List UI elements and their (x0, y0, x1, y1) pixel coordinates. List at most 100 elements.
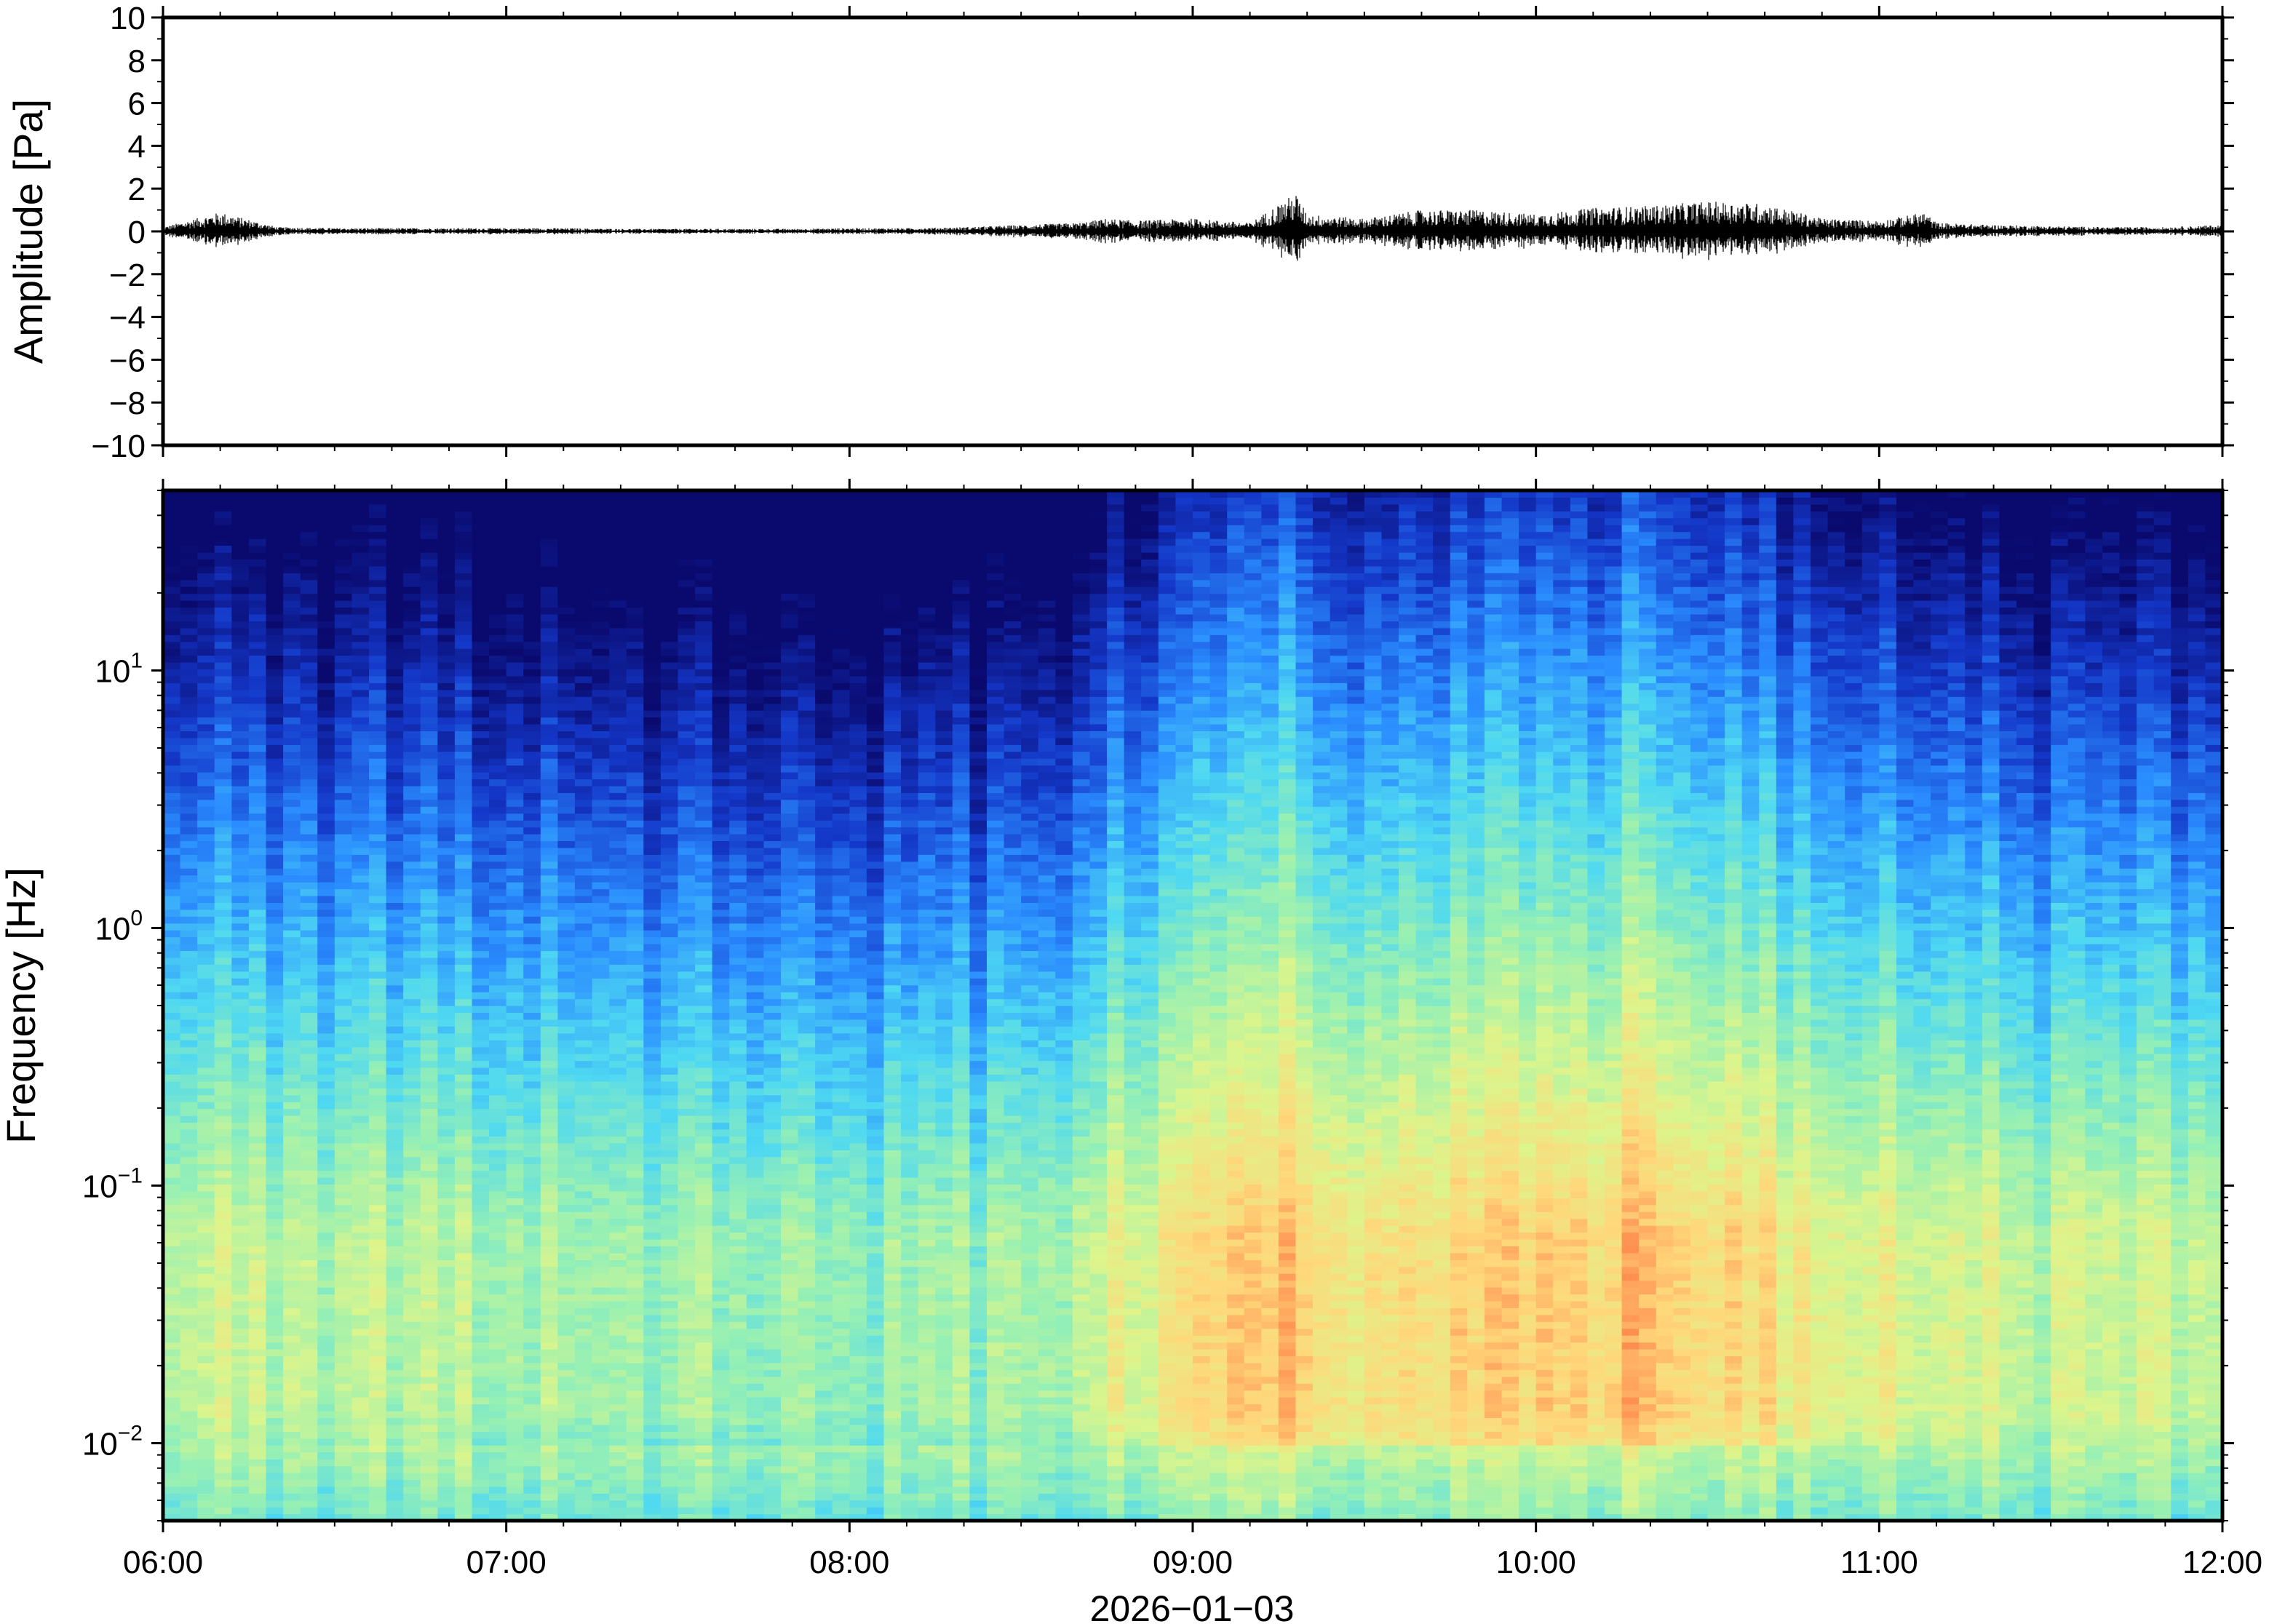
spectrogram-cell (660, 1472, 679, 1480)
spectrogram-cell (575, 1404, 593, 1412)
spectrogram-cell (351, 573, 370, 581)
spectrogram-cell (437, 717, 456, 725)
spectrogram-cell (695, 723, 713, 731)
spectrogram-cell (437, 923, 456, 931)
spectrogram-cell (283, 710, 301, 718)
spectrogram-cell (437, 827, 456, 835)
spectrogram-cell (351, 1170, 370, 1178)
spectrogram-cell (540, 586, 559, 594)
spectrogram-cell (300, 1300, 318, 1308)
spectrogram-cell (557, 1431, 576, 1439)
spectrogram-cell (231, 751, 250, 759)
spectrogram-cell (437, 1026, 456, 1034)
spectrogram-cell (197, 1438, 215, 1446)
spectrogram-cell (420, 586, 438, 594)
spectrogram-cell (643, 593, 661, 601)
spectrogram-cell (489, 847, 507, 855)
spectrogram-cell (420, 1218, 438, 1226)
spectrogram-cell (660, 882, 679, 890)
spectrogram-cell (420, 1438, 438, 1446)
spectrogram-cell (643, 854, 661, 862)
spectrogram-cell (231, 1410, 250, 1418)
spectrogram-cell (197, 799, 215, 807)
spectrogram-cell (454, 1472, 473, 1480)
spectrogram-cell (592, 861, 610, 869)
spectrogram-cell (437, 847, 456, 855)
spectrogram-cell (420, 1493, 438, 1501)
spectrogram-cell (472, 1218, 490, 1226)
spectrogram-cell (557, 1067, 576, 1075)
spectrogram-cell (540, 511, 559, 519)
spectrogram-cell (283, 971, 301, 979)
spectrogram-cell (351, 854, 370, 862)
spectrogram-cell (575, 1163, 593, 1171)
spectrogram-cell (180, 675, 198, 683)
spectrogram-cell (214, 1486, 232, 1494)
spectrogram-cell (437, 1513, 456, 1521)
spectrogram-cell (317, 497, 335, 505)
spectrogram-cell (506, 552, 524, 560)
spectrogram-cell (677, 1088, 696, 1096)
spectrogram-cell (386, 1287, 404, 1295)
spectrogram-cell (523, 1054, 541, 1062)
spectrogram-cell (660, 813, 679, 821)
spectrogram-cell (677, 1080, 696, 1088)
spectrogram-cell (403, 1170, 421, 1178)
spectrogram-cell (454, 847, 473, 855)
spectrogram-cell (557, 1307, 576, 1315)
spectrogram-cell (609, 792, 627, 800)
spectrogram-cell (420, 888, 438, 896)
spectrogram-cell (351, 600, 370, 608)
spectrogram-cell (677, 503, 696, 512)
spectrogram-cell (472, 1246, 490, 1254)
spectrogram-cell (592, 1266, 610, 1274)
spectrogram-cell (334, 1054, 353, 1062)
spectrogram-cell (677, 675, 696, 683)
spectrogram-cell (386, 1122, 404, 1130)
spectrogram-cell (540, 503, 559, 512)
spectrogram-cell (266, 490, 284, 498)
spectrogram-cell (403, 772, 421, 780)
spectrogram-cell (437, 490, 456, 498)
spectrogram-cell (163, 936, 181, 944)
spectrogram-cell (523, 1184, 541, 1192)
spectrogram-cell (626, 1479, 644, 1487)
spectrogram-cell (626, 1232, 644, 1240)
spectrogram-cell (712, 1321, 730, 1329)
spectrogram-cell (180, 1397, 198, 1405)
spectrogram-cell (523, 573, 541, 581)
spectrogram-cell (231, 772, 250, 780)
spectrogram-cell (386, 682, 404, 690)
spectrogram-cell (523, 1150, 541, 1158)
spectrogram-cell (523, 1335, 541, 1343)
spectrogram-cell (472, 861, 490, 869)
spectrogram-cell (214, 1150, 232, 1158)
spectrogram-cell (626, 1314, 644, 1322)
spectrogram-cell (420, 820, 438, 828)
spectrogram-cell (369, 984, 387, 992)
spectrogram-cell (523, 1198, 541, 1206)
spectrogram-cell (334, 682, 353, 690)
spectrogram-cell (197, 861, 215, 869)
spectrogram-cell (643, 621, 661, 629)
spectrogram-cell (523, 799, 541, 807)
spectrogram-cell (248, 1150, 267, 1158)
spectrogram-cell (609, 1177, 627, 1185)
spectrogram-cell (626, 1163, 644, 1171)
spectrogram-cell (248, 1472, 267, 1480)
spectrogram-cell (609, 847, 627, 855)
spectrogram-cell (317, 861, 335, 869)
spectrogram-cell (660, 758, 679, 766)
spectrogram-cell (283, 1486, 301, 1494)
spectrogram-cell (454, 992, 473, 1000)
spectrogram-cell (523, 723, 541, 731)
spectrogram-cell (557, 1404, 576, 1412)
spectrogram-cell (351, 930, 370, 938)
spectrogram-cell (231, 731, 250, 739)
spectrogram-cell (248, 579, 267, 587)
spectrogram-cell (214, 971, 232, 979)
spectrogram-cell (351, 1211, 370, 1219)
spectrogram-cell (489, 1067, 507, 1075)
spectrogram-cell (231, 1232, 250, 1240)
spectrogram-cell (695, 1204, 713, 1212)
